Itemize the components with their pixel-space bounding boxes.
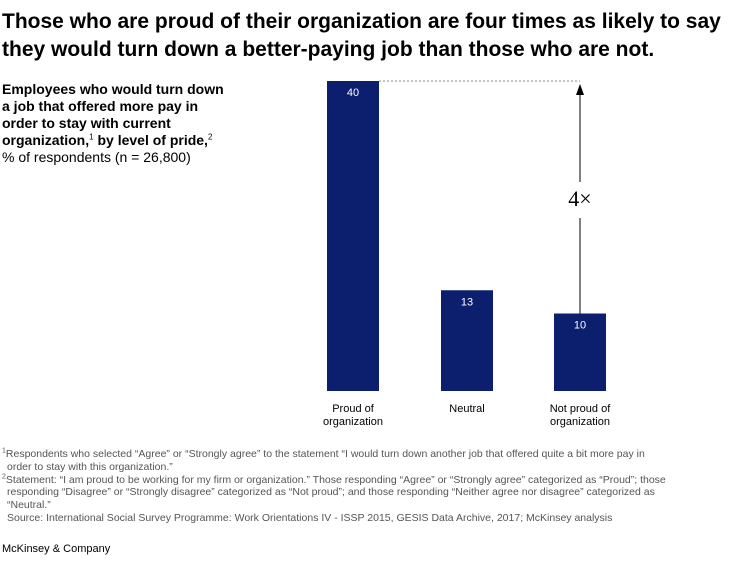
category-label-1: Neutral (449, 403, 484, 415)
brand-logo-text: McKinsey & Company (2, 543, 111, 555)
footnote-2: 2Statement: “I am proud to be working fo… (2, 473, 666, 486)
category-label-0: Proud of (332, 403, 375, 415)
footnote-1: 1Respondents who selected “Agree” or “St… (2, 447, 645, 461)
bar-2 (554, 313, 606, 391)
bar-value-label-1: 13 (461, 296, 473, 308)
source-note: Source: International Social Survey Prog… (7, 511, 613, 524)
footnote-2-cont: responding “Disagree” or “Strongly disag… (7, 486, 655, 499)
footnote-2-end: “Neutral.” (7, 499, 51, 512)
subtitle-text: Employees who would turn down a job that… (2, 81, 224, 148)
bar-1 (441, 290, 493, 391)
chart-subtitle: Employees who would turn down a job that… (2, 81, 232, 166)
subtitle-unit: % of respondents (n = 26,800) (2, 149, 191, 165)
category-label-0-line2: organization (323, 416, 383, 428)
category-label-2-line2: organization (550, 416, 610, 428)
subtitle-pride: by level of pride, (93, 132, 208, 148)
bar-value-label-0: 40 (347, 87, 359, 99)
category-label-2: Not proud of (550, 403, 611, 415)
footnote-ref-2: 2 (207, 132, 213, 142)
bar-value-label-2: 10 (574, 320, 586, 332)
footnotes: 1Respondents who selected “Agree” or “St… (2, 448, 732, 525)
footnote-1-cont: order to stay with this organization.” (7, 460, 173, 473)
footnote-ref-1: 1 (89, 132, 94, 142)
chart-headline: Those who are proud of their organizatio… (2, 10, 721, 61)
arrow-head-icon (576, 84, 584, 95)
ratio-annotation: 4× (568, 186, 591, 211)
bar-0 (327, 81, 379, 391)
